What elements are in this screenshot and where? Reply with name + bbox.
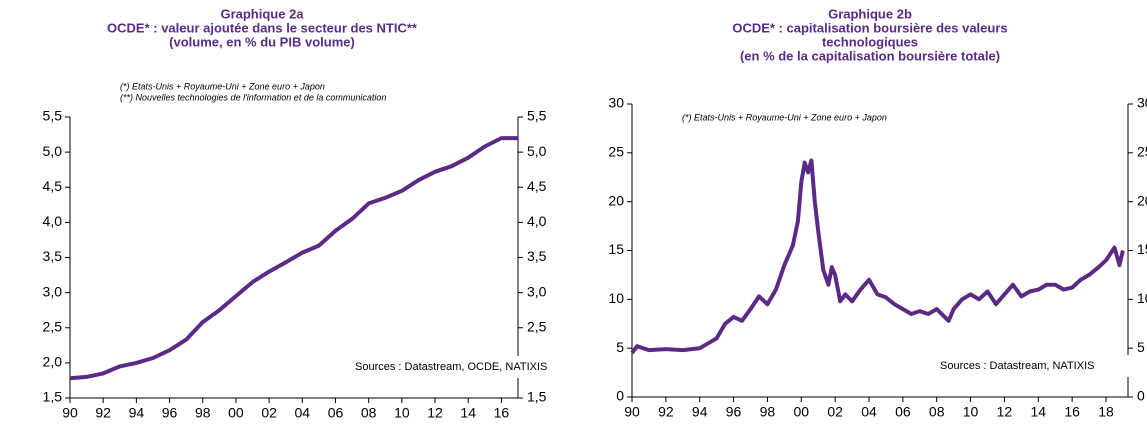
x-tick-label: 92 <box>95 405 111 421</box>
y-tick-label: 4,0 <box>43 213 63 229</box>
x-tick-label: 92 <box>658 404 674 420</box>
y-tick-label: 15 <box>608 241 624 257</box>
x-tick-label: 04 <box>861 404 877 420</box>
chart-title: (en % de la capitalisation boursière tot… <box>740 48 1000 63</box>
chart-title: OCDE* : valeur ajoutée dans le secteur d… <box>107 20 418 35</box>
x-tick-label: 10 <box>394 405 410 421</box>
chart-title: Graphique 2b <box>828 6 912 21</box>
y-tick-label: 4,5 <box>43 178 63 194</box>
x-tick-label: 94 <box>692 404 708 420</box>
y-tick-label: 3,0 <box>43 283 63 299</box>
x-tick-label: 16 <box>1064 404 1080 420</box>
x-tick-label: 06 <box>895 404 911 420</box>
y2-tick-label: 0 <box>1137 388 1145 404</box>
source-box <box>925 355 1147 377</box>
note: (**) Nouvelles technologies de l'informa… <box>120 92 386 102</box>
x-tick-label: 90 <box>624 404 640 420</box>
x-tick-label: 14 <box>1030 404 1046 420</box>
y-tick-label: 10 <box>608 290 624 306</box>
y2-tick-label: 3,5 <box>527 248 547 264</box>
y2-tick-label: 30 <box>1137 95 1147 111</box>
y2-tick-label: 20 <box>1137 192 1147 208</box>
y-tick-label: 20 <box>608 192 624 208</box>
line-series <box>630 158 1125 355</box>
y2-tick-label: 25 <box>1137 144 1147 160</box>
chart-title: Graphique 2a <box>220 6 304 21</box>
y-tick-label: 25 <box>608 144 624 160</box>
x-tick-label: 04 <box>295 405 311 421</box>
y-tick-label: 5 <box>616 339 624 355</box>
x-tick-label: 94 <box>129 405 145 421</box>
x-tick-label: 18 <box>1098 404 1114 420</box>
x-tick-label: 96 <box>162 405 178 421</box>
source-box <box>340 356 580 378</box>
x-tick-label: 12 <box>997 404 1013 420</box>
chart-title: technologiques <box>822 34 918 49</box>
note: (*) Etats-Unis + Royaume-Uni + Zone euro… <box>682 112 887 122</box>
y2-tick-label: 3,0 <box>527 283 547 299</box>
x-tick-label: 00 <box>228 405 244 421</box>
x-tick-label: 14 <box>460 405 476 421</box>
x-tick-label: 10 <box>963 404 979 420</box>
x-tick-label: 90 <box>62 405 78 421</box>
x-tick-label: 02 <box>827 404 843 420</box>
line-series <box>69 136 518 381</box>
source: Sources : Datastream, OCDE, NATIXIS <box>355 361 547 373</box>
y-tick-label: 0 <box>616 388 624 404</box>
note: (*) Etats-Unis + Royaume-Uni + Zone euro… <box>120 81 325 91</box>
chart-title: OCDE* : capitalisation boursière des val… <box>732 20 1007 35</box>
x-tick-label: 02 <box>261 405 277 421</box>
y-tick-label: 3,5 <box>43 248 63 264</box>
y2-tick-label: 5,0 <box>527 143 547 159</box>
y-tick-label: 5,0 <box>43 143 63 159</box>
x-tick-label: 96 <box>726 404 742 420</box>
source: Sources : Datastream, NATIXIS <box>940 360 1094 372</box>
x-tick-label: 06 <box>328 405 344 421</box>
chart-title: (volume, en % du PIB volume) <box>169 34 355 49</box>
y2-tick-label: 1,5 <box>527 389 547 405</box>
y2-tick-label: 5 <box>1137 339 1145 355</box>
y-tick-label: 2,0 <box>43 354 63 370</box>
x-tick-label: 16 <box>494 405 510 421</box>
x-tick-label: 98 <box>760 404 776 420</box>
y-tick-label: 1,5 <box>43 389 63 405</box>
y-tick-label: 5,5 <box>43 108 63 124</box>
y2-tick-label: 5,5 <box>527 108 547 124</box>
x-tick-label: 12 <box>427 405 443 421</box>
y2-tick-label: 10 <box>1137 290 1147 306</box>
y2-tick-label: 4,5 <box>527 178 547 194</box>
y2-tick-label: 4,0 <box>527 213 547 229</box>
x-tick-label: 08 <box>929 404 945 420</box>
y-tick-label: 30 <box>608 95 624 111</box>
x-tick-label: 08 <box>361 405 377 421</box>
x-tick-label: 98 <box>195 405 211 421</box>
x-tick-label: 00 <box>793 404 809 420</box>
y-tick-label: 2,5 <box>43 318 63 334</box>
y2-tick-label: 2,5 <box>527 318 547 334</box>
y2-tick-label: 15 <box>1137 241 1147 257</box>
